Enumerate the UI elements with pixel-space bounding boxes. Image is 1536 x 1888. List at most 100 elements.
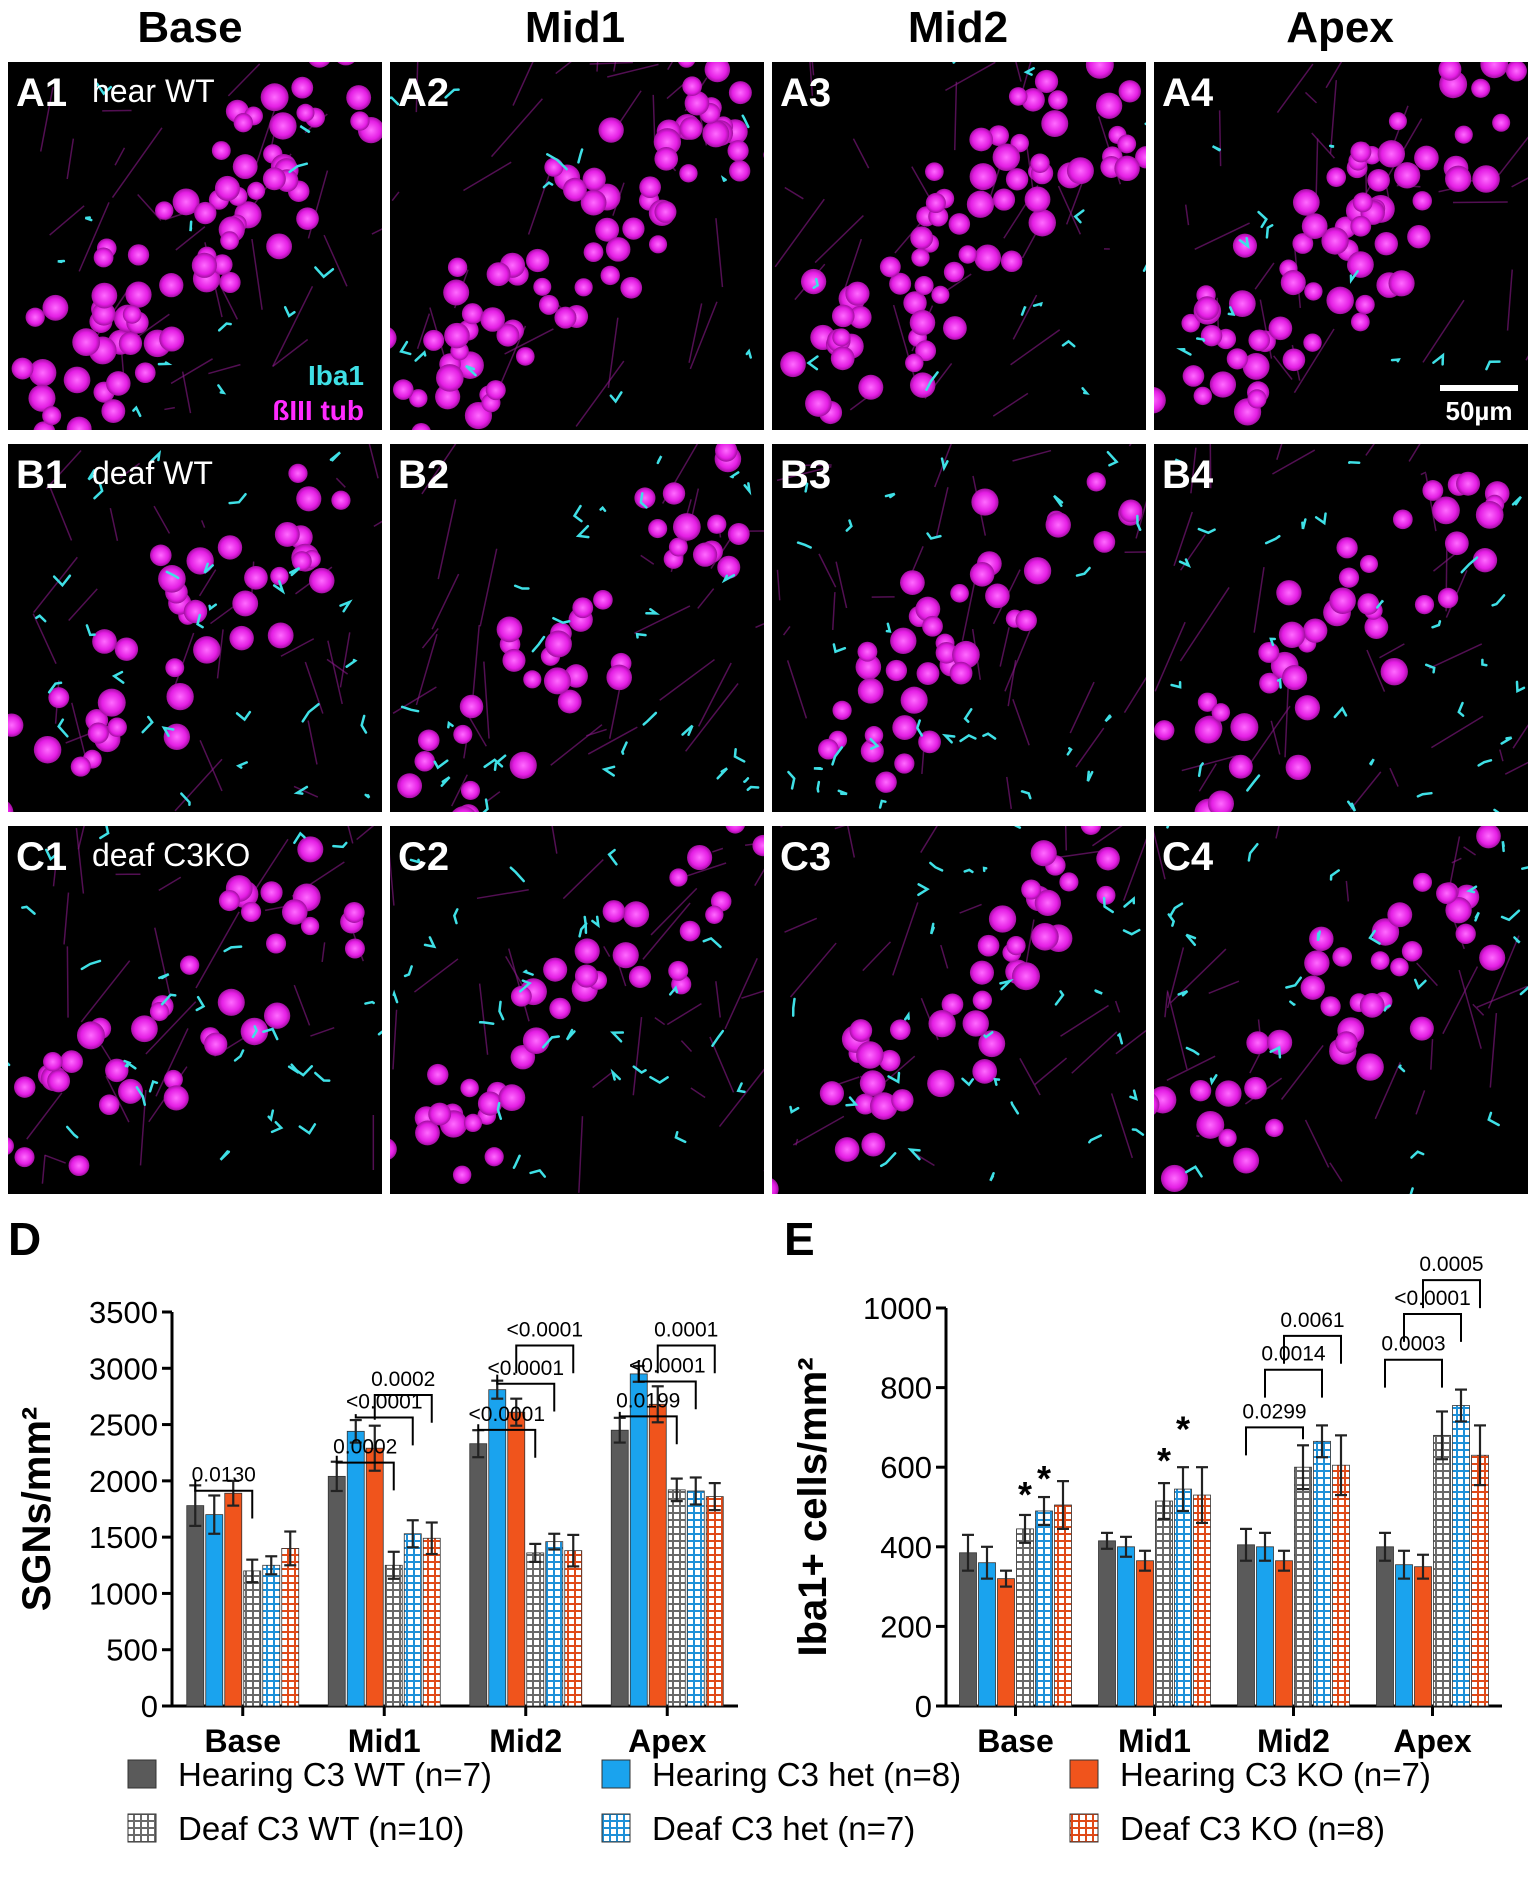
p-value-label: 0.0014 — [1261, 1343, 1326, 1366]
significance-bracket — [194, 1479, 254, 1519]
y-tick-label: 800 — [880, 1371, 932, 1406]
y-tick-label: 2500 — [89, 1408, 158, 1443]
legend-label: Deaf C3 het (n=7) — [652, 1810, 915, 1847]
bar — [1054, 1504, 1072, 1707]
panel-label-a2: A2 — [398, 71, 449, 115]
bar — [1294, 1466, 1312, 1707]
micrograph-grid: A1 hear WT A2 A3 A4 B1 deaf WT B2 B3 B4 C1 deaf C3K… — [8, 62, 1528, 1194]
significance-bracket — [1283, 1334, 1342, 1364]
x-tick-label: Mid2 — [489, 1723, 562, 1759]
bar — [224, 1492, 243, 1707]
y-tick-label: 3500 — [89, 1295, 158, 1330]
bar — [469, 1443, 488, 1707]
significance-bracket — [1422, 1279, 1481, 1309]
legend-swatch — [601, 1759, 631, 1789]
bar — [1313, 1440, 1331, 1707]
bar — [1452, 1405, 1470, 1707]
micrograph-b4: B4 — [1154, 444, 1528, 812]
bar — [365, 1447, 384, 1707]
bar — [422, 1537, 441, 1707]
bar — [186, 1505, 205, 1707]
bar — [488, 1389, 507, 1707]
panel-label-b1: B1 — [16, 453, 67, 497]
panel-label-c2: C2 — [398, 835, 449, 879]
bar — [978, 1562, 996, 1707]
bar — [1117, 1546, 1135, 1707]
bar — [667, 1489, 686, 1707]
bar — [1275, 1560, 1293, 1707]
legend-item: Deaf C3 KO (n=8) — [1069, 1810, 1385, 1847]
legend-label: Hearing C3 WT (n=7) — [178, 1756, 492, 1793]
significance-bracket — [335, 1455, 395, 1491]
bar — [686, 1490, 705, 1707]
bar — [1471, 1454, 1489, 1707]
chart-sgn-density: D 0 500 1000 1500 2000 2500 3000 3500 SGNs/mm² Ba… — [8, 1213, 738, 1759]
y-tick-label: 1000 — [89, 1576, 158, 1611]
legend-swatch — [601, 1813, 631, 1843]
legend-item: Hearing C3 WT (n=7) — [127, 1756, 492, 1793]
y-tick-label: 3000 — [89, 1351, 158, 1386]
bar — [629, 1373, 648, 1707]
scale-bar-label: 50µm — [1445, 396, 1512, 426]
significance-bracket — [637, 1360, 697, 1410]
bar — [1376, 1546, 1394, 1707]
p-value-label: <0.0001 — [346, 1391, 423, 1414]
y-tick-label: 400 — [880, 1530, 932, 1565]
micrograph-b3: B3 — [772, 444, 1146, 812]
micrograph-a3: A3 — [772, 62, 1146, 430]
significance-bracket — [496, 1374, 556, 1412]
bar — [1237, 1544, 1255, 1707]
col-header-apex: Apex — [1286, 3, 1394, 52]
micrograph-b1: B1 deaf WT — [8, 444, 382, 812]
significance-bracket — [1264, 1368, 1323, 1398]
micrograph-c4: C4 — [1154, 826, 1528, 1194]
bar — [648, 1403, 667, 1707]
micrograph-a2: A2 — [390, 62, 764, 430]
bar — [243, 1570, 262, 1707]
bar — [610, 1429, 629, 1707]
significance-star: * — [1018, 1474, 1032, 1515]
legend-swatch — [127, 1759, 157, 1789]
stain-label-tub: ßIII tub — [272, 395, 364, 426]
p-value-label: <0.0001 — [629, 1355, 706, 1378]
bar — [564, 1550, 583, 1707]
x-tick-label: Apex — [628, 1723, 706, 1759]
legend-item: Deaf C3 WT (n=10) — [127, 1810, 464, 1847]
panel-label-c4: C4 — [1162, 835, 1214, 879]
bar — [545, 1541, 564, 1707]
legend-swatch — [127, 1813, 157, 1843]
bar — [384, 1564, 403, 1707]
p-value-label: 0.0299 — [1242, 1400, 1306, 1423]
x-tick-label: Mid1 — [1118, 1723, 1191, 1759]
y-tick-label: 600 — [880, 1450, 932, 1485]
bar — [1155, 1500, 1173, 1707]
legend: Hearing C3 WT (n=7) Hearing C3 het (n=8) H… — [127, 1756, 1431, 1847]
bar — [1332, 1464, 1350, 1707]
col-header-mid1: Mid1 — [525, 3, 625, 52]
significance-bracket — [656, 1344, 716, 1374]
significance-star: * — [1157, 1440, 1171, 1481]
p-value-label: 0.0005 — [1419, 1253, 1483, 1276]
micrograph-a1: A1 hear WT — [8, 62, 382, 430]
p-value-label: <0.0001 — [469, 1403, 546, 1426]
significance-bracket — [1245, 1426, 1304, 1456]
bar — [205, 1514, 224, 1707]
bar — [1256, 1546, 1274, 1707]
panel-label-a1: A1 — [16, 71, 67, 115]
y-tick-label: 500 — [106, 1633, 158, 1668]
y-tick-label: 200 — [880, 1609, 932, 1644]
bar — [959, 1552, 977, 1707]
panel-letter-e: E — [784, 1213, 815, 1265]
p-value-label: 0.0001 — [654, 1318, 718, 1341]
bar — [327, 1475, 346, 1707]
y-tick-label: 1500 — [89, 1520, 158, 1555]
x-tick-label: Base — [977, 1723, 1054, 1759]
bar — [1193, 1494, 1211, 1707]
micrograph-a4: A4 — [1154, 62, 1528, 430]
col-header-mid2: Mid2 — [908, 3, 1008, 52]
p-value-label: <0.0001 — [1394, 1287, 1471, 1310]
legend-label: Hearing C3 het (n=8) — [652, 1756, 961, 1793]
y-axis-label: Iba1+ cells/mm² — [791, 1357, 835, 1656]
significance-bracket — [515, 1344, 575, 1374]
scale-bar — [1440, 385, 1518, 391]
